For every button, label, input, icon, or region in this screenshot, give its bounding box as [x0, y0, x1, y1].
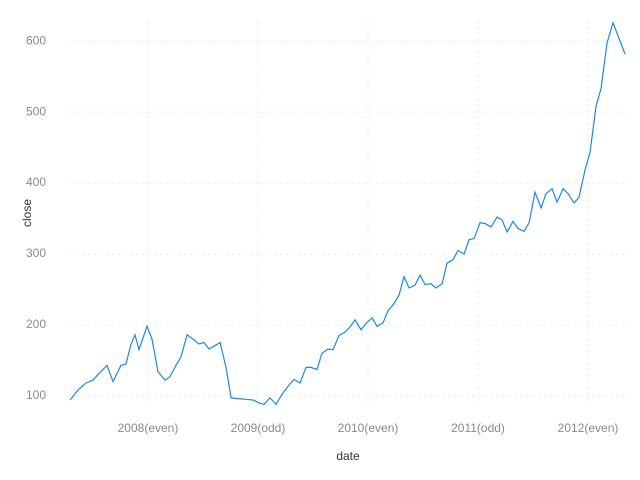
y-tick-label: 300	[26, 246, 46, 260]
y-axis-title: close	[20, 199, 34, 227]
y-tick-label: 400	[26, 175, 46, 189]
x-axis-title: date	[336, 449, 360, 463]
x-tick-label: 2012(even)	[558, 421, 619, 435]
x-tick-label: 2009(odd)	[231, 421, 286, 435]
y-tick-label: 500	[26, 104, 46, 118]
x-tick-label: 2008(even)	[118, 421, 179, 435]
line	[69, 20, 626, 406]
x-tick-label: 2010(even)	[338, 421, 399, 435]
y-tick-label: 100	[26, 388, 46, 402]
y-tick-label: 200	[26, 317, 46, 331]
y-tick-label: 600	[26, 33, 46, 47]
x-tick-label: 2011(odd)	[451, 421, 505, 435]
